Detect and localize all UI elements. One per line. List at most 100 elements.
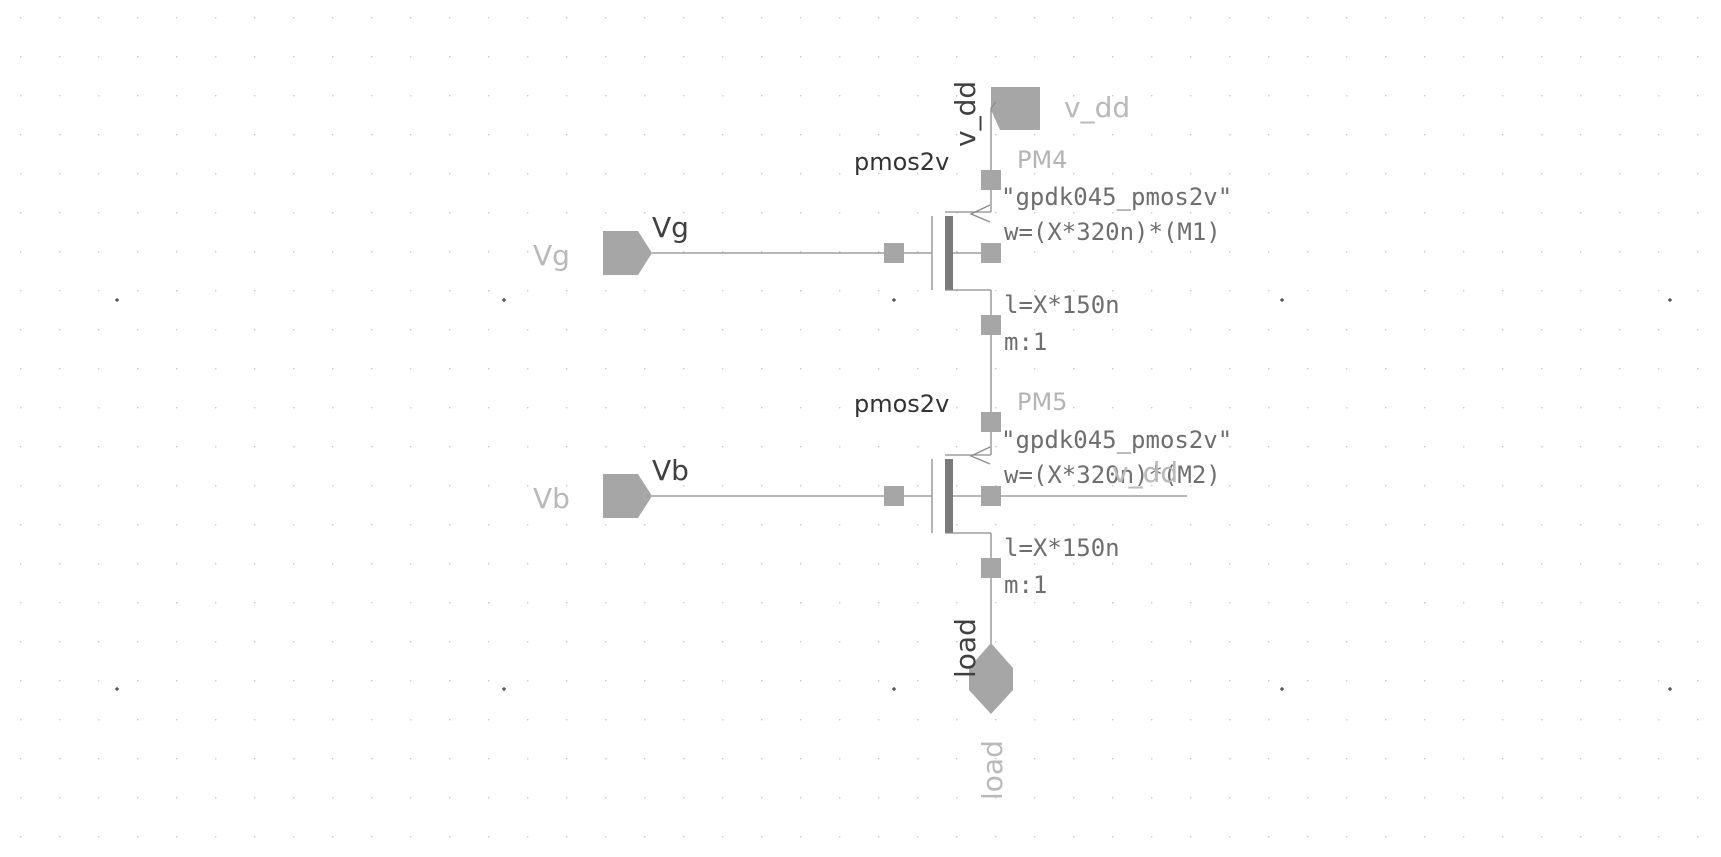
grid-dot: [449, 134, 451, 136]
grid-dot: [176, 368, 178, 370]
grid-dot: [1307, 290, 1309, 292]
grid-dot: [527, 836, 529, 838]
grid-dot: [254, 446, 256, 448]
grid-dot: [878, 446, 880, 448]
grid-dot: [98, 56, 100, 58]
grid-dot: [1385, 641, 1387, 643]
grid-dot: [1619, 407, 1621, 409]
grid-dot: [995, 836, 997, 838]
load-pin-shape[interactable]: [969, 643, 1013, 714]
pm5-drain-pin[interactable]: [981, 558, 1001, 578]
grid-dot: [1580, 173, 1582, 175]
input-pin-vb[interactable]: Vb Vb: [533, 454, 884, 518]
grid-dot: [410, 290, 412, 292]
pm5-bulk-pin[interactable]: [981, 486, 1001, 506]
grid-dot: [878, 329, 880, 331]
grid-dot: [371, 368, 373, 370]
grid-dot: [1658, 836, 1660, 838]
transistor-pm4[interactable]: pmos2v PM4 "gpdk045_pmos2v" w=(X*320n)*(…: [854, 146, 1232, 356]
grid-dot: [1307, 602, 1309, 604]
grid-dot: [683, 758, 685, 760]
grid-dot: [1229, 212, 1231, 214]
grid-dot: [527, 563, 529, 565]
grid-dot: [1190, 251, 1192, 253]
grid-dot: [1307, 641, 1309, 643]
grid-dot: [1502, 212, 1504, 214]
grid-dot: [1268, 290, 1270, 292]
grid-dot: [917, 173, 919, 175]
vb-pin-shape[interactable]: [603, 474, 652, 518]
grid-dot: [293, 134, 295, 136]
grid-dot: [1619, 368, 1621, 370]
grid-dot: [956, 680, 958, 682]
grid-dot: [1697, 56, 1699, 58]
grid-dot: [1034, 758, 1036, 760]
grid-dot: [605, 17, 607, 19]
grid-dot: [722, 290, 724, 292]
grid-dot: [683, 329, 685, 331]
grid-dot: [1034, 680, 1036, 682]
grid-dot: [995, 17, 997, 19]
grid-dot: [1034, 251, 1036, 253]
grid-dot: [761, 56, 763, 58]
grid-dot: [1307, 680, 1309, 682]
grid-dot: [371, 251, 373, 253]
pm4-gate-pin[interactable]: [884, 243, 904, 263]
grid-dot: [293, 719, 295, 721]
grid-dot: [839, 797, 841, 799]
grid-dot: [839, 719, 841, 721]
grid-dot: [566, 602, 568, 604]
grid-dot: [1619, 95, 1621, 97]
grid-dot: [722, 95, 724, 97]
grid-dot: [1385, 797, 1387, 799]
pm4-drain-pin[interactable]: [981, 315, 1001, 335]
grid-dot: [137, 368, 139, 370]
grid-dot: [1112, 836, 1114, 838]
grid-dot: [1619, 680, 1621, 682]
grid-dot: [1580, 251, 1582, 253]
grid-dot: [527, 329, 529, 331]
grid-dot: [137, 836, 139, 838]
grid-dot: [1073, 758, 1075, 760]
pm4-source-pin[interactable]: [981, 170, 1001, 190]
pm4-bulk-pin[interactable]: [981, 243, 1001, 263]
input-pin-vg[interactable]: Vg Vg: [533, 211, 884, 275]
grid-dot: [1463, 836, 1465, 838]
grid-dot: [1190, 290, 1192, 292]
grid-dot: [1502, 719, 1504, 721]
wire-supply-join: [990, 101, 997, 109]
output-pin-load[interactable]: load load: [949, 618, 1013, 800]
grid-dot: [1580, 368, 1582, 370]
grid-dot: [1463, 563, 1465, 565]
transistor-pm5[interactable]: pmos2v PM5 "gpdk045_pmos2v" w=(X*320n)*(…: [854, 388, 1232, 599]
grid-dot: [98, 758, 100, 760]
grid-dot: [1619, 134, 1621, 136]
grid-dot: [59, 368, 61, 370]
grid-dot: [956, 95, 958, 97]
grid-dot: [1112, 524, 1114, 526]
grid-dot: [683, 251, 685, 253]
grid-dot: [254, 680, 256, 682]
grid-dot: [1580, 407, 1582, 409]
grid-dot: [488, 368, 490, 370]
pm5-gate-pin[interactable]: [884, 486, 904, 506]
grid-dot: [1073, 251, 1075, 253]
grid-dot: [644, 17, 646, 19]
grid-dot: [1697, 797, 1699, 799]
grid-dot: [800, 17, 802, 19]
grid-dot: [566, 251, 568, 253]
grid-dot: [566, 758, 568, 760]
grid-dot: [410, 368, 412, 370]
vg-pin-shape[interactable]: [603, 231, 652, 275]
pm5-source-pin[interactable]: [981, 412, 1001, 432]
grid-dot: [1424, 641, 1426, 643]
supply-pin[interactable]: v_dd: [991, 87, 1130, 130]
grid-dot: [1151, 719, 1153, 721]
grid-dot: [644, 797, 646, 799]
grid-dot: [1268, 797, 1270, 799]
grid-dot: [761, 797, 763, 799]
supply-pin-shape[interactable]: [991, 87, 1040, 130]
grid-dot: [1346, 563, 1348, 565]
grid-dot: [1307, 485, 1309, 487]
